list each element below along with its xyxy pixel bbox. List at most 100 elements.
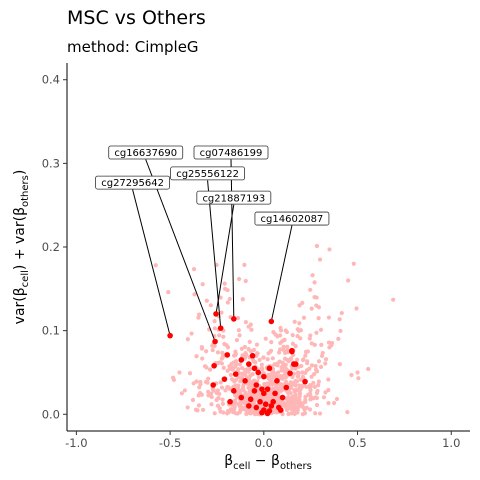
label-connector [145,159,216,342]
highlight-points-layer [167,311,308,417]
background-point [275,401,280,406]
background-point [293,392,298,397]
highlight-point [283,384,290,391]
highlight-point [272,390,278,397]
highlight-point [261,390,267,397]
background-point [315,388,320,394]
background-point [278,382,284,387]
background-point [290,333,295,338]
background-point [153,263,158,268]
background-point [270,386,275,391]
background-point [276,370,281,375]
background-point [228,372,233,378]
y-tick-label: 0.1 [42,324,60,338]
background-point [308,287,313,292]
highlight-point [231,388,237,394]
background-point [199,346,205,351]
background-point [303,353,308,358]
background-point [191,381,196,386]
label-text: cg25556122 [176,169,239,180]
background-point [287,357,293,362]
background-point [247,339,252,344]
highlight-point [274,378,280,384]
background-point [252,411,258,417]
background-point [296,404,301,410]
background-point [349,372,354,378]
x-label-sub-others: others [280,461,312,472]
background-point [259,362,264,367]
background-point [247,385,252,390]
label-connector [270,225,293,322]
background-point [204,298,209,303]
highlight-point [253,404,260,411]
background-point [338,328,343,334]
background-point [285,344,290,349]
background-point [249,327,254,332]
background-point [326,401,331,406]
background-point [220,352,226,357]
background-point [220,397,225,402]
background-point [177,370,182,375]
background-point [391,297,396,302]
highlight-point [253,382,260,388]
background-point [237,362,243,367]
background-point [273,386,278,391]
label-text: cg14602087 [261,214,324,225]
background-point [326,340,332,345]
background-point [284,401,289,406]
background-point [227,366,232,372]
highlight-point [249,352,256,359]
background-point [301,315,307,320]
background-point [229,377,235,382]
background-point [309,374,314,379]
background-point [269,340,274,345]
background-point [208,303,213,308]
label-connector [207,180,222,329]
y-ticks: 0.0 0.1 0.2 0.3 0.4 [42,73,67,421]
highlight-point [231,316,237,322]
label-box [170,166,245,181]
background-point [243,372,248,377]
y-label-pre: var(β [12,287,28,324]
background-point [202,364,208,369]
background-point [194,354,199,359]
background-point [237,333,242,338]
background-point [245,394,250,399]
background-point [293,344,298,349]
background-point [166,290,171,295]
point-label: cg27295642 [95,175,171,190]
background-point [307,407,313,412]
highlight-point [211,362,217,369]
background-point [297,384,303,389]
background-point [268,349,273,354]
background-point [220,401,226,406]
x-tick-label: -0.5 [159,436,181,450]
background-point [318,364,324,369]
background-point [296,328,302,333]
highlight-point [270,398,276,405]
background-point [290,341,296,346]
background-point [279,368,284,373]
y-label-mid: ) + var(β [12,207,28,270]
y-tick-label: 0.4 [42,73,60,87]
background-point [285,397,290,402]
highlight-point [246,361,252,367]
background-point [293,410,298,415]
background-point [283,350,288,355]
highlight-point [262,401,269,408]
highlight-point [238,394,245,401]
highlight-point [289,348,295,355]
background-point [271,370,276,375]
background-point [251,347,257,352]
background-point [355,370,360,375]
background-point [280,374,285,379]
background-point [354,306,359,311]
background-point [321,395,327,400]
highlight-point [213,311,219,317]
background-point [185,337,190,342]
background-point [292,319,297,324]
background-point [217,406,222,411]
background-point [239,346,244,351]
background-point [224,343,229,348]
background-point [226,408,231,414]
